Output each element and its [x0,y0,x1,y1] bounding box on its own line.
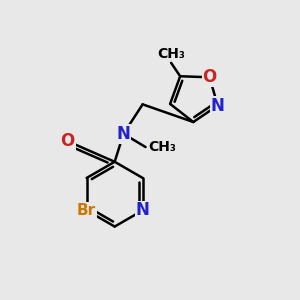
Text: O: O [202,68,217,86]
Text: N: N [211,97,225,115]
Text: N: N [136,201,150,219]
Text: CH₃: CH₃ [148,140,176,154]
Text: CH₃: CH₃ [157,47,185,61]
Text: N: N [117,125,130,143]
Text: O: O [60,132,75,150]
Text: Br: Br [77,203,96,218]
